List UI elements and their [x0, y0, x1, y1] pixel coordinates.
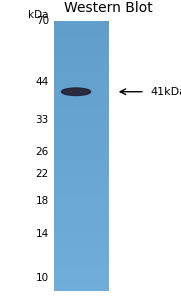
Text: 41kDa: 41kDa — [150, 87, 181, 97]
Text: 22: 22 — [36, 169, 49, 179]
Text: 33: 33 — [36, 116, 49, 125]
Text: 26: 26 — [36, 147, 49, 157]
Ellipse shape — [62, 88, 90, 95]
Text: 70: 70 — [36, 16, 49, 26]
Text: Western Blot: Western Blot — [64, 2, 153, 16]
Text: 10: 10 — [36, 274, 49, 284]
Text: 44: 44 — [36, 77, 49, 87]
Text: 18: 18 — [36, 196, 49, 206]
Text: kDa: kDa — [28, 10, 49, 20]
Text: 14: 14 — [36, 229, 49, 239]
